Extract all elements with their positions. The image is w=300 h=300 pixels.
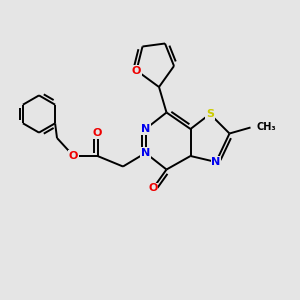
Text: O: O (132, 65, 141, 76)
Text: O: O (148, 183, 158, 194)
Text: N: N (141, 124, 150, 134)
Text: N: N (141, 148, 150, 158)
Text: N: N (212, 157, 220, 167)
Text: CH₃: CH₃ (256, 122, 276, 133)
Text: O: O (93, 128, 102, 139)
Text: O: O (69, 151, 78, 161)
Text: S: S (206, 109, 214, 119)
